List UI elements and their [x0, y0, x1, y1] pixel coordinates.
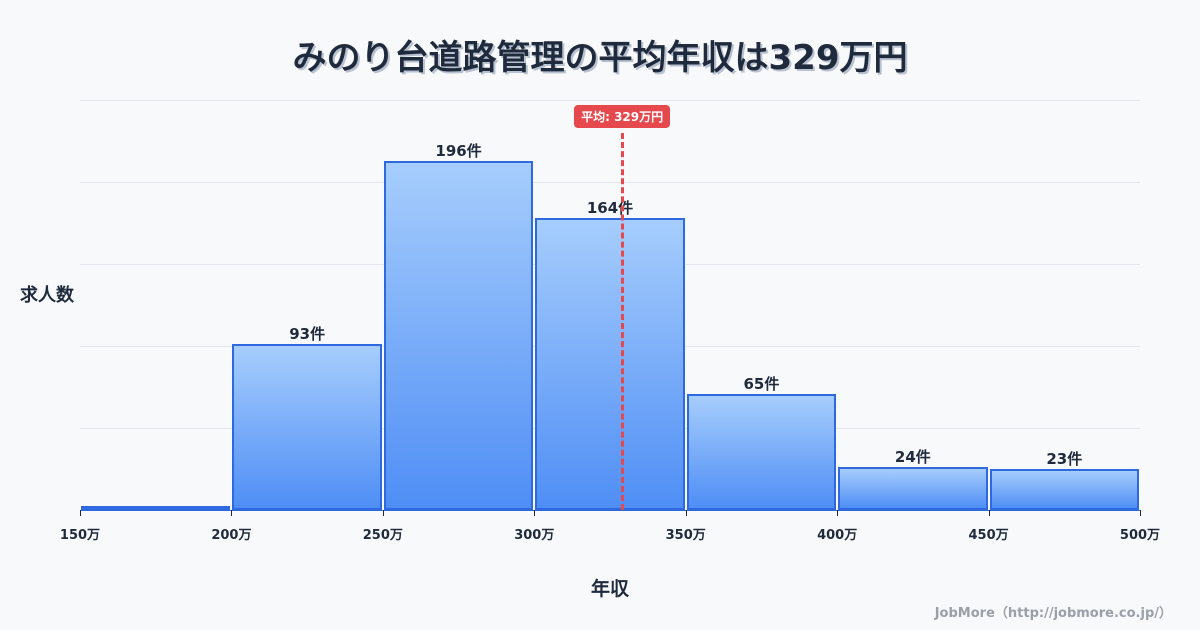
x-tick-label: 400万 [817, 528, 858, 543]
histogram-bar [81, 506, 231, 510]
y-axis-label: 求人数 [20, 285, 74, 306]
mean-line [620, 133, 624, 510]
x-tick-label: 500万 [1119, 528, 1161, 543]
x-tick [988, 510, 990, 516]
x-tick [534, 510, 536, 516]
gridline [80, 100, 1140, 101]
mean-badge: 平均: 329万円 [574, 105, 671, 128]
x-tick [685, 510, 687, 516]
bar-value-label: 65件 [743, 375, 780, 394]
credit-text: JobMore（http://jobmore.co.jp/） [934, 606, 1172, 621]
bar-value-label: 164件 [586, 198, 634, 217]
x-tick-label: 250万 [362, 528, 403, 543]
bar-value-label: 23件 [1046, 450, 1083, 468]
x-tick [1140, 510, 1141, 516]
x-tick [382, 510, 384, 516]
x-tick-label: 150万 [59, 528, 101, 543]
x-tick-label: 450万 [968, 528, 1009, 543]
x-tick [231, 510, 233, 516]
histogram-bar [989, 469, 1139, 510]
bar-value-label: 93件 [289, 325, 326, 344]
x-tick-label: 300万 [514, 528, 555, 543]
x-tick-label: 200万 [211, 528, 252, 543]
x-tick [837, 510, 839, 516]
histogram-bar [838, 467, 988, 510]
bar-value-label: 24件 [894, 448, 931, 467]
histogram-bar [535, 217, 685, 510]
x-axis-line [80, 510, 1140, 511]
histogram-bar [383, 160, 534, 510]
x-tick-label: 350万 [665, 528, 706, 543]
histogram-bar [686, 394, 837, 510]
chart-title: みのり台道路管理の平均年収は329万円 [292, 38, 908, 78]
x-axis-label: 年収 [590, 578, 629, 600]
gridline [80, 182, 1140, 183]
histogram-bar [232, 344, 382, 510]
x-tick [80, 510, 81, 516]
bar-value-label: 196件 [435, 141, 482, 160]
plot-area: 93件 196件 164件 65件 24件 23件 [80, 100, 1140, 510]
